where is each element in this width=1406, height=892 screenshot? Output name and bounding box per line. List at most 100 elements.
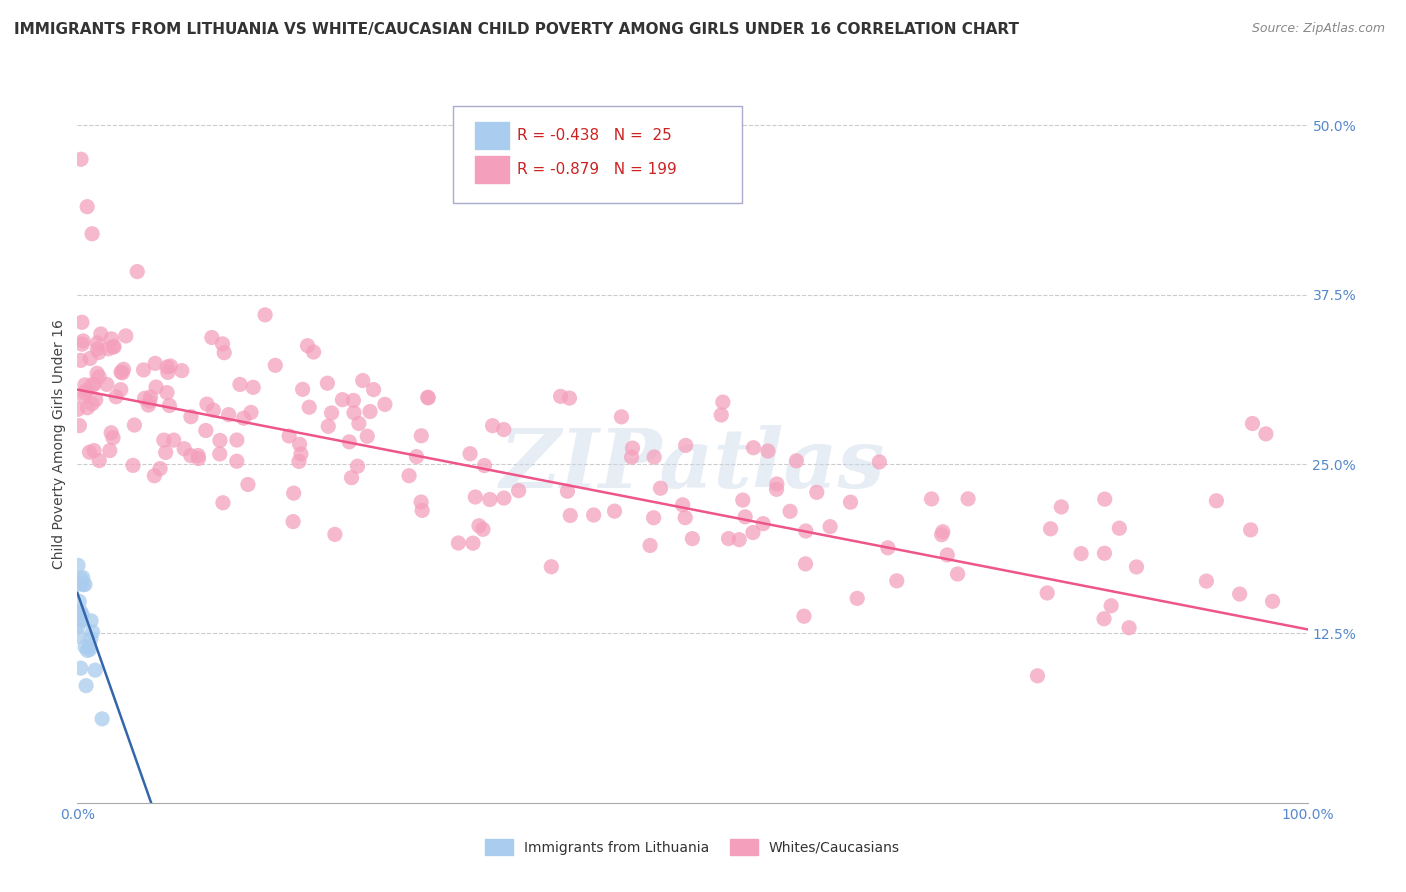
Point	[818, 519, 841, 533]
Point	[278, 429, 301, 443]
Point	[75, 679, 97, 693]
Point	[73, 386, 96, 401]
Point	[97, 342, 120, 356]
Point	[124, 417, 146, 432]
Point	[464, 490, 486, 504]
Point	[779, 504, 801, 518]
Point	[100, 425, 122, 440]
Point	[86, 342, 108, 356]
Point	[82, 377, 104, 392]
Point	[288, 454, 311, 468]
Point	[91, 712, 114, 726]
Point	[876, 541, 898, 555]
Point	[936, 548, 959, 562]
Point	[921, 491, 943, 506]
Point	[163, 433, 186, 447]
Point	[731, 493, 754, 508]
Point	[886, 574, 908, 588]
Point	[492, 491, 515, 505]
Point	[80, 614, 103, 628]
Point	[346, 459, 368, 474]
Point	[212, 496, 235, 510]
Point	[69, 353, 91, 368]
Point	[508, 483, 530, 498]
Point	[291, 382, 314, 396]
Point	[710, 408, 733, 422]
Point	[1070, 547, 1092, 561]
Point	[603, 504, 626, 518]
Point	[236, 477, 259, 491]
Point	[100, 332, 122, 346]
Point	[765, 483, 787, 497]
Point	[846, 591, 869, 606]
Point	[352, 374, 374, 388]
Point	[180, 409, 202, 424]
Point	[114, 329, 136, 343]
Point	[793, 609, 815, 624]
Point	[458, 447, 481, 461]
Point	[69, 604, 91, 618]
Point	[86, 366, 108, 380]
Point	[73, 577, 96, 591]
Point	[66, 613, 89, 627]
Point	[468, 518, 491, 533]
Point	[340, 471, 363, 485]
Point	[643, 510, 665, 524]
Point	[478, 492, 501, 507]
Point	[1108, 521, 1130, 535]
Text: IMMIGRANTS FROM LITHUANIA VS WHITE/CAUCASIAN CHILD POVERTY AMONG GIRLS UNDER 16 : IMMIGRANTS FROM LITHUANIA VS WHITE/CAUCA…	[14, 22, 1019, 37]
Point	[76, 200, 98, 214]
Point	[558, 391, 581, 405]
Point	[766, 477, 789, 491]
Point	[149, 461, 172, 475]
Point	[156, 385, 179, 400]
Point	[1094, 546, 1116, 560]
Point	[225, 433, 247, 447]
Point	[201, 330, 224, 344]
Point	[1205, 493, 1227, 508]
Point	[194, 424, 217, 438]
Point	[254, 308, 277, 322]
Bar	[475, 122, 509, 149]
Point	[67, 594, 90, 608]
Point	[332, 392, 354, 407]
Point	[356, 429, 378, 443]
Point	[359, 404, 381, 418]
Point	[134, 392, 156, 406]
Point	[67, 606, 90, 620]
Point	[110, 365, 132, 379]
Point	[1195, 574, 1218, 588]
Point	[80, 632, 103, 646]
Point	[70, 315, 93, 329]
Point	[156, 365, 179, 379]
Point	[79, 639, 101, 653]
Point	[84, 663, 107, 677]
Point	[122, 458, 145, 473]
Point	[1092, 612, 1115, 626]
Point	[283, 486, 305, 500]
Point	[111, 366, 134, 380]
Point	[103, 340, 125, 354]
Point	[79, 642, 101, 657]
Point	[342, 393, 364, 408]
Point	[96, 377, 118, 392]
Point	[638, 538, 661, 552]
Point	[946, 567, 969, 582]
Point	[742, 441, 765, 455]
Point	[89, 453, 111, 467]
Point	[411, 503, 433, 517]
Point	[98, 443, 121, 458]
Point	[76, 643, 98, 657]
Point	[67, 629, 90, 643]
Point	[1125, 560, 1147, 574]
Point	[70, 614, 93, 628]
Point	[297, 339, 319, 353]
Point	[72, 607, 94, 622]
Point	[316, 419, 339, 434]
Point	[69, 577, 91, 591]
Point	[225, 454, 247, 468]
Point	[405, 450, 427, 464]
Point	[620, 450, 643, 464]
Point	[298, 401, 321, 415]
Point	[138, 394, 160, 409]
